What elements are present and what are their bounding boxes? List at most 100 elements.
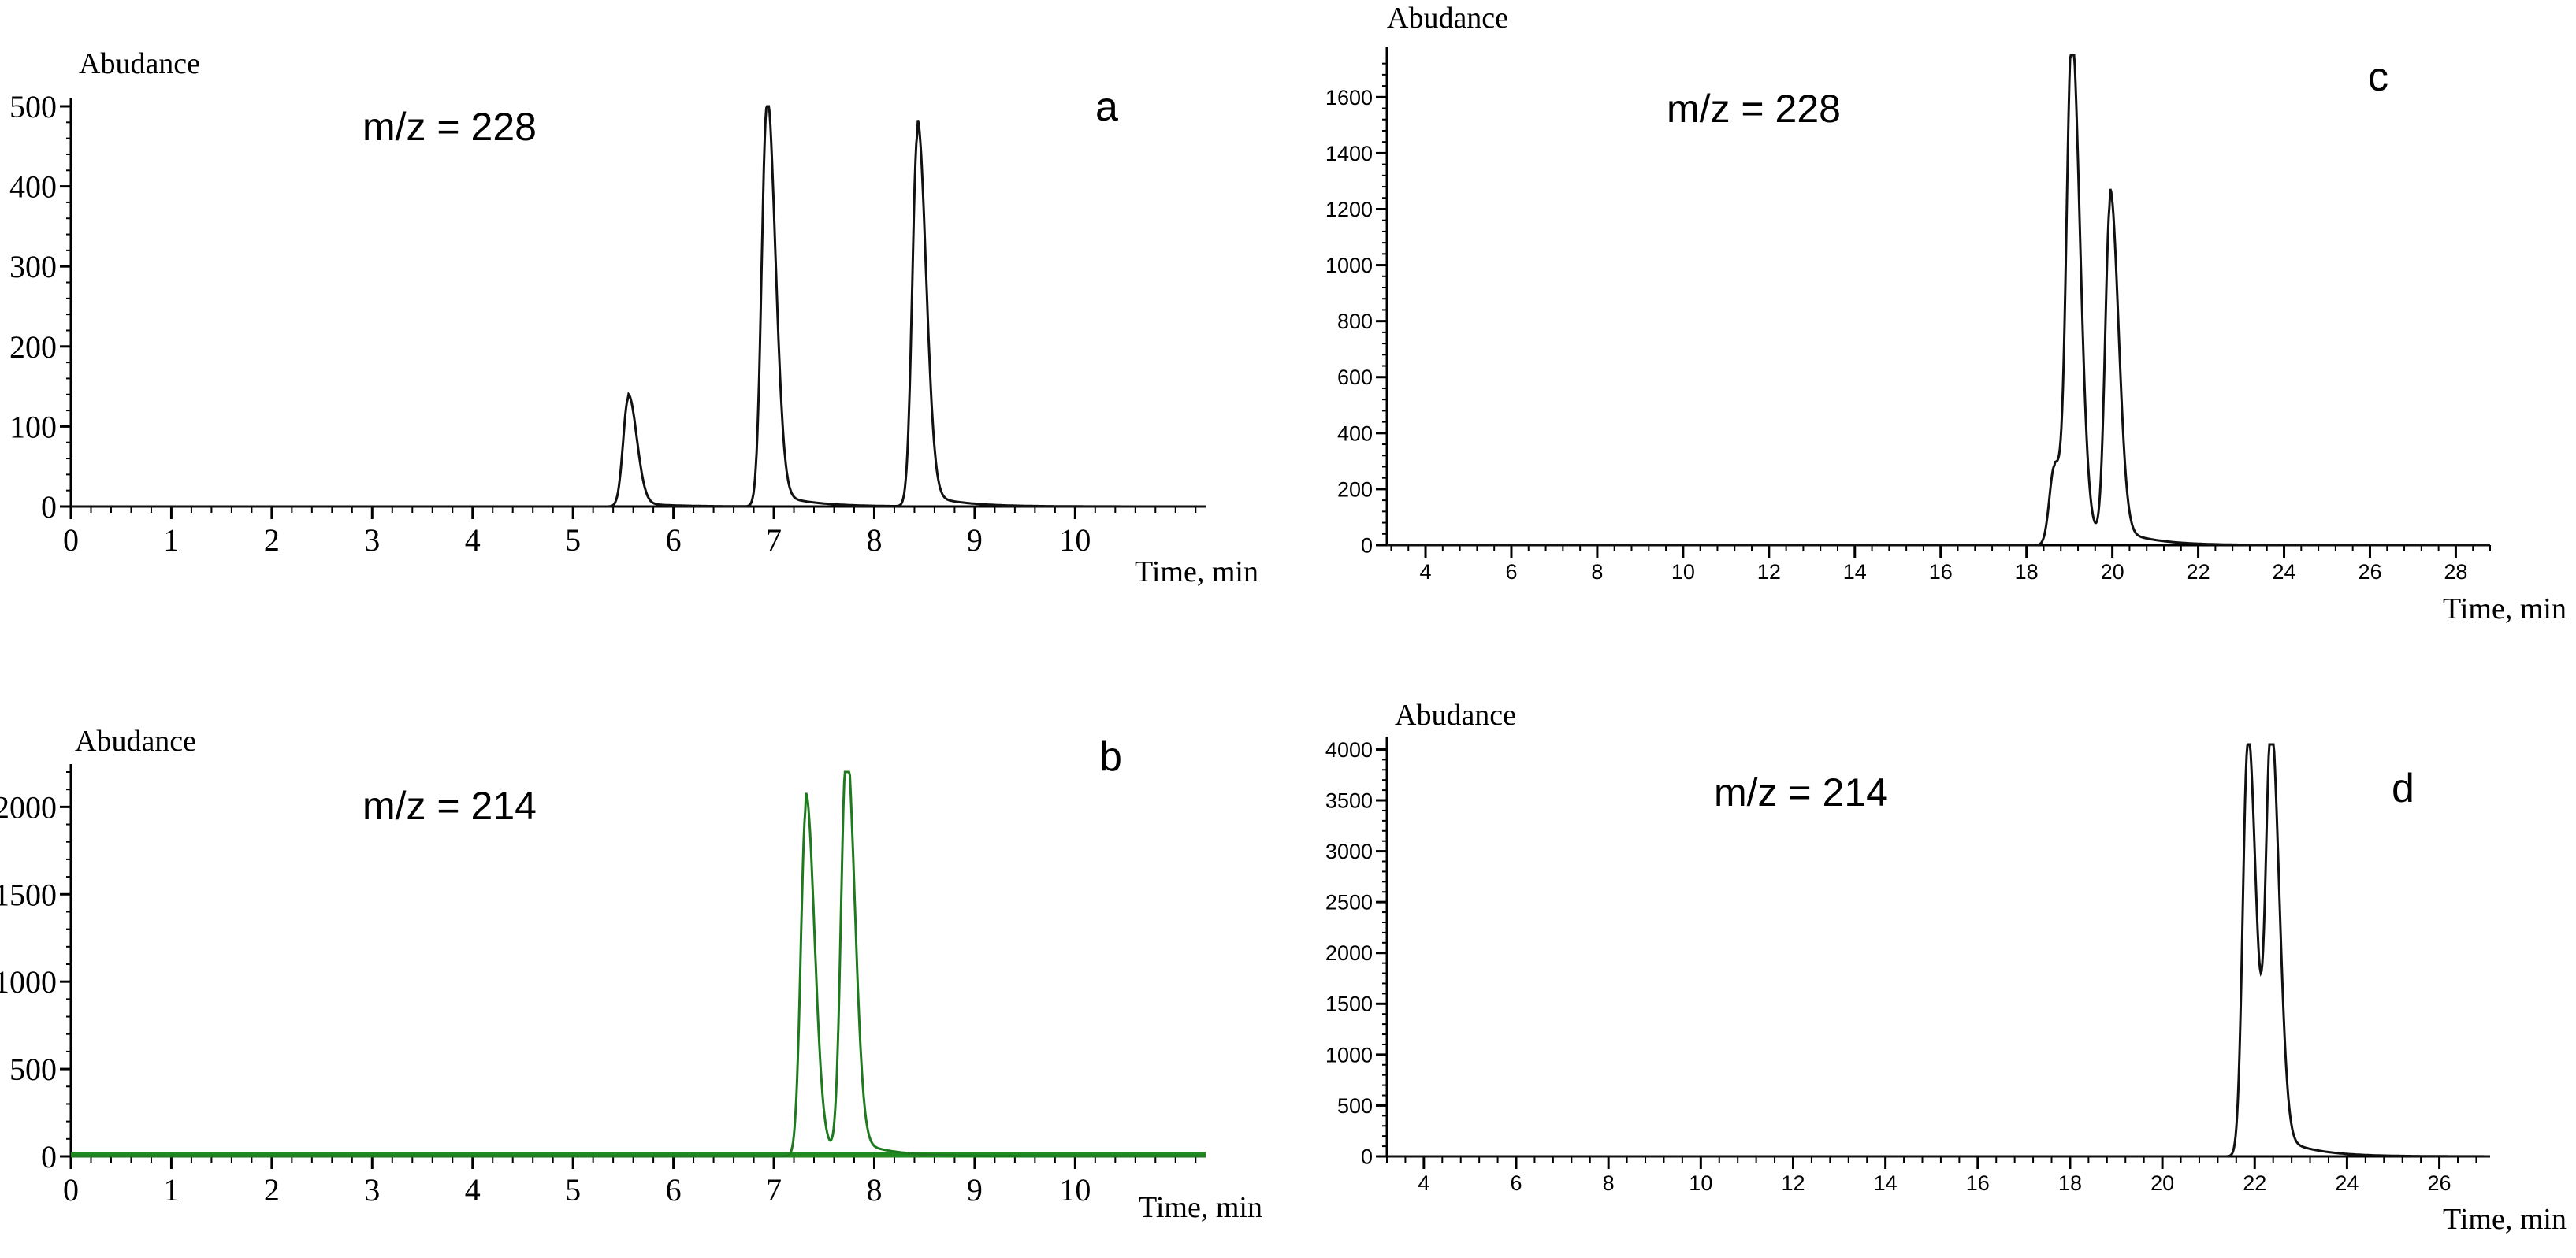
x-tick-label: 18 — [2058, 1171, 2082, 1195]
x-tick-label: 8 — [1591, 560, 1603, 584]
x-tick-label: 8 — [866, 522, 882, 558]
y-tick-label: 400 — [9, 169, 57, 205]
x-tick-label: 2 — [264, 1172, 280, 1208]
x-tick-label: 6 — [1511, 1171, 1522, 1195]
y-axis-label: Abudance — [1395, 699, 1516, 732]
x-tick-label: 24 — [2272, 560, 2295, 584]
x-tick-label: 16 — [1966, 1171, 1990, 1195]
x-tick-label: 0 — [63, 1172, 79, 1208]
x-tick-label: 22 — [2243, 1171, 2266, 1195]
x-tick-label: 12 — [1781, 1171, 1805, 1195]
y-tick-label: 1000 — [0, 964, 57, 1000]
x-tick-label: 26 — [2358, 560, 2381, 584]
x-tick-label: 22 — [2187, 560, 2210, 584]
x-tick-label: 7 — [766, 522, 782, 558]
x-tick-label: 28 — [2444, 560, 2467, 584]
x-axis-label: Time, min — [1139, 1191, 1262, 1224]
chart-panel-b: 0 1 2 3 4 5 6 7 8 9 10 0 500 1000 1500 2000 Abudance Time… — [0, 725, 1262, 1224]
chromatogram-trace-c — [1387, 54, 2490, 547]
y-tick-label: 200 — [1337, 477, 1373, 501]
x-tick-label: 4 — [465, 1172, 481, 1208]
y-tick-label: 200 — [9, 329, 57, 365]
y-tick-label: 800 — [1337, 310, 1373, 333]
y-tick-label: 100 — [9, 409, 57, 444]
x-axis-label: Time, min — [2443, 592, 2567, 625]
panel-letter: d — [2392, 766, 2414, 811]
x-tick-label: 8 — [1603, 1171, 1615, 1195]
x-tick-label: 1 — [163, 522, 179, 558]
y-tick-label: 2000 — [1325, 941, 1373, 965]
y-tick-label: 1500 — [1325, 993, 1373, 1016]
x-tick-label: 6 — [1505, 560, 1517, 584]
x-tick-label: 10 — [1059, 1172, 1091, 1208]
x-tick-label: 7 — [766, 1172, 782, 1208]
y-tick-label: 500 — [1337, 1094, 1373, 1118]
x-tick-label: 20 — [2150, 1171, 2174, 1195]
x-tick-label: 4 — [1420, 560, 1432, 584]
x-tick-label: 3 — [364, 522, 380, 558]
panel-letter: a — [1095, 84, 1118, 130]
mz-annotation: m/z = 214 — [362, 784, 537, 828]
x-tick-label: 5 — [565, 1172, 581, 1208]
x-tick-label: 2 — [264, 522, 280, 558]
chart-panel-c: 4 6 8 10 12 14 16 18 20 22 24 26 28 0 200 400 600 800 1000… — [1325, 2, 2567, 625]
x-tick-label: 8 — [866, 1172, 882, 1208]
y-tick-label: 0 — [1361, 1145, 1373, 1168]
x-tick-label: 26 — [2428, 1171, 2451, 1195]
x-tick-label: 10 — [1689, 1171, 1712, 1195]
y-tick-label: 1400 — [1325, 142, 1373, 165]
x-tick-label: 10 — [1671, 560, 1695, 584]
y-tick-label: 1600 — [1325, 86, 1373, 109]
x-tick-label: 0 — [63, 522, 79, 558]
y-tick-label: 500 — [9, 1052, 57, 1087]
y-tick-label: 500 — [9, 89, 57, 124]
chart-panel-d: 4 6 8 10 12 14 16 18 20 22 24 26 0 500 1000 1500 2000 250… — [1325, 699, 2567, 1236]
x-tick-label: 14 — [1843, 560, 1867, 584]
y-tick-label: 4000 — [1325, 738, 1373, 762]
y-tick-label: 1200 — [1325, 198, 1373, 221]
y-tick-label: 1000 — [1325, 1043, 1373, 1067]
y-tick-label: 2000 — [0, 789, 57, 825]
x-tick-label: 4 — [465, 522, 481, 558]
x-tick-label: 9 — [967, 522, 983, 558]
y-tick-label: 0 — [41, 1139, 57, 1175]
y-tick-label: 300 — [9, 249, 57, 284]
x-tick-label: 3 — [364, 1172, 380, 1208]
x-tick-label: 16 — [1929, 560, 1953, 584]
y-axis-label: Abudance — [75, 725, 196, 758]
y-tick-label: 400 — [1337, 421, 1373, 445]
panel-letter: b — [1099, 734, 1122, 780]
y-tick-label: 0 — [1361, 533, 1373, 557]
y-tick-label: 3000 — [1325, 840, 1373, 863]
y-tick-label: 0 — [41, 489, 57, 525]
y-tick-label: 2500 — [1325, 891, 1373, 915]
x-tick-label: 14 — [1874, 1171, 1898, 1195]
y-tick-label: 600 — [1337, 366, 1373, 389]
x-tick-label: 5 — [565, 522, 581, 558]
x-tick-label: 9 — [967, 1172, 983, 1208]
panel-letter: c — [2368, 54, 2388, 100]
x-tick-label: 6 — [666, 522, 682, 558]
y-tick-label: 3500 — [1325, 789, 1373, 812]
x-tick-label: 6 — [666, 1172, 682, 1208]
x-tick-label: 10 — [1059, 522, 1091, 558]
mz-annotation: m/z = 228 — [362, 105, 537, 149]
x-tick-label: 1 — [163, 1172, 179, 1208]
chromatogram-trace-d — [1387, 743, 2490, 1158]
chromatogram-trace-a — [71, 105, 1206, 508]
x-tick-label: 4 — [1418, 1171, 1429, 1195]
y-tick-label: 1500 — [0, 877, 57, 912]
y-axis-label: Abudance — [79, 47, 200, 80]
mz-annotation: m/z = 214 — [1714, 770, 1888, 815]
x-tick-label: 12 — [1757, 560, 1781, 584]
x-tick-label: 24 — [2335, 1171, 2359, 1195]
chart-panel-a: 0 1 2 3 4 5 6 7 8 9 100100200300400500AbudanceTime… — [9, 47, 1258, 588]
x-tick-label: 18 — [2015, 560, 2039, 584]
x-tick-label: 20 — [2101, 560, 2124, 584]
chromatogram-trace-b — [71, 770, 1206, 1158]
mz-annotation: m/z = 228 — [1667, 87, 1841, 131]
y-axis-label: Abudance — [1387, 2, 1508, 35]
x-axis-label: Time, min — [1135, 555, 1258, 588]
x-axis-label: Time, min — [2443, 1203, 2567, 1236]
